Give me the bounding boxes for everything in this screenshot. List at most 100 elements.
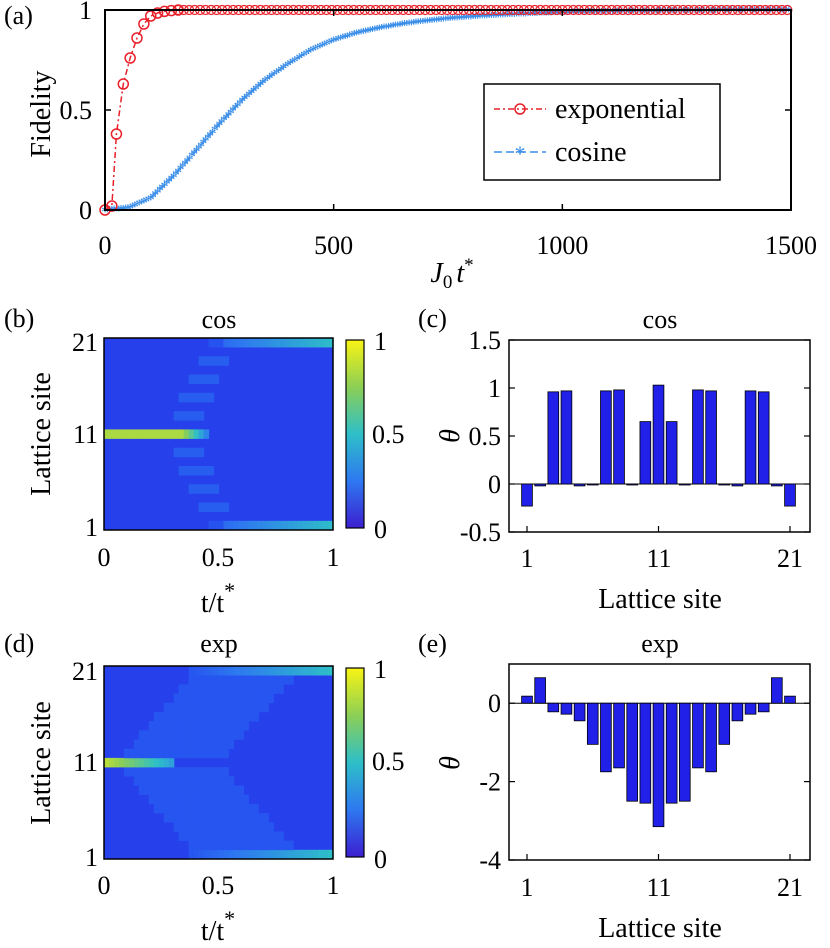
panel-d-heatmap-cell bbox=[178, 711, 185, 722]
panel-e-bar-19 bbox=[757, 702, 770, 713]
panel-d-heatmap-cell bbox=[193, 721, 200, 731]
panel-b-heatmap-cell bbox=[178, 466, 185, 476]
series-cosine-marker: * bbox=[234, 99, 242, 116]
panel-d-heatmap-cell bbox=[148, 785, 155, 795]
series-cosine-marker: * bbox=[556, 6, 564, 23]
panel-d-heatmap-cell bbox=[233, 675, 240, 685]
panel-d-heatmap-cell bbox=[213, 803, 220, 814]
panel-d-heatmap-cell bbox=[278, 675, 284, 685]
panel-d-heatmap-cell bbox=[228, 721, 235, 731]
panel-d-heatmap-cell bbox=[193, 822, 200, 832]
panel-d-heatmap-cell bbox=[248, 831, 254, 841]
panel-d-heatmap-cell bbox=[143, 757, 150, 768]
panel-d-heatmap-cell bbox=[183, 748, 190, 759]
panel-d-heatmap-cell bbox=[158, 776, 165, 786]
panel-b-heatmap-cell bbox=[198, 466, 205, 476]
series-cosine-marker: * bbox=[750, 4, 758, 21]
panel-a: (a) ************************************… bbox=[4, 0, 817, 293]
panel-d-heatmap-cell bbox=[163, 721, 170, 731]
series-cosine-marker: * bbox=[478, 10, 486, 27]
panel-b-heatmap-cell bbox=[208, 374, 215, 385]
series-cosine-marker: * bbox=[220, 113, 228, 130]
panel-d-heatmap-cell bbox=[153, 721, 160, 731]
panel-e-bar-4 bbox=[560, 702, 573, 715]
panel-d-heatmap-cell bbox=[133, 748, 140, 759]
panel-d-heatmap-cell bbox=[188, 813, 195, 823]
panel-d-heatmap-cell bbox=[173, 822, 180, 832]
panel-d-heatmap-cell bbox=[183, 803, 190, 814]
series-cosine-marker: * bbox=[195, 141, 203, 158]
panel-d-heatmap-cell bbox=[143, 739, 150, 750]
panel-d-heatmap-cell bbox=[318, 666, 324, 676]
panel-e-bar-16 bbox=[718, 702, 731, 745]
panel-d-heatmap-cell bbox=[258, 822, 264, 832]
panel-b-heatmap-cell bbox=[193, 429, 200, 439]
panel-d-heatmap-cell bbox=[218, 739, 225, 750]
panel-b-heatmap-cell bbox=[263, 338, 269, 348]
panel-d-heatmap-cell bbox=[148, 730, 155, 740]
panel-d-heatmap-cell bbox=[213, 666, 220, 676]
series-cosine-marker: * bbox=[510, 8, 518, 25]
series-cosine-marker: * bbox=[629, 5, 637, 22]
series-cosine-marker: * bbox=[302, 47, 310, 64]
panel-d-heatmap-cell bbox=[203, 803, 210, 814]
panel-e-bar-8 bbox=[613, 702, 625, 769]
panel-d-heatmap-cell bbox=[258, 849, 264, 860]
panel-d-heatmap-cell bbox=[188, 748, 195, 759]
series-cosine-marker: * bbox=[675, 5, 683, 22]
panel-b-heatmap-cell bbox=[318, 520, 324, 531]
panel-d-heatmap-cell bbox=[153, 757, 160, 768]
panel-d-heatmap-cell bbox=[248, 822, 254, 832]
panel-d-heatmap-cell bbox=[158, 748, 165, 759]
panel-b-heatmap-cell bbox=[253, 338, 259, 348]
panel-c-bar-13 bbox=[679, 483, 691, 486]
series-cosine-marker: * bbox=[533, 7, 541, 24]
panel-d-heatmap-cell bbox=[193, 702, 200, 713]
panel-d-heatmap-cell bbox=[163, 711, 170, 722]
panel-d-heatmap-cell bbox=[283, 840, 289, 851]
panel-d-heatmap-cell bbox=[158, 794, 165, 805]
series-cosine-marker: * bbox=[691, 4, 699, 21]
panel-d-heatmap-cell bbox=[198, 767, 205, 777]
series-cosine-marker: * bbox=[263, 72, 271, 89]
series-cosine-marker: * bbox=[398, 18, 406, 35]
panel-b-xtick-1: 1 bbox=[327, 543, 340, 572]
panel-e-bar-20 bbox=[771, 677, 783, 704]
panel-d-heatmap-cell bbox=[143, 776, 150, 786]
series-cosine-marker: * bbox=[503, 9, 511, 26]
series-cosine-marker: * bbox=[661, 5, 669, 22]
panel-e-ylabel: θ bbox=[435, 756, 466, 770]
panel-d-heatmap-cell bbox=[198, 693, 205, 704]
panel-d-heatmap-cell bbox=[183, 794, 190, 805]
series-cosine-marker: * bbox=[325, 36, 333, 53]
series-cosine-marker: * bbox=[314, 41, 322, 58]
series-cosine-marker: * bbox=[780, 4, 788, 21]
panel-d-heatmap-cell bbox=[288, 666, 294, 676]
panel-d-heatmap-cell bbox=[108, 757, 115, 768]
panel-d-ylabel: Lattice site bbox=[26, 701, 57, 825]
series-cosine-marker: * bbox=[192, 144, 200, 161]
panel-d-heatmap-cell bbox=[193, 813, 200, 823]
panel-d-heatmap-cell bbox=[303, 666, 309, 676]
panel-d-heatmap-cell bbox=[188, 794, 195, 805]
series-cosine-marker: * bbox=[423, 15, 431, 32]
panel-d-heatmap-cell bbox=[313, 666, 319, 676]
series-cosine-marker: * bbox=[229, 104, 237, 121]
series-cosine-marker: * bbox=[115, 203, 123, 220]
panel-a-ytick-label: 0 bbox=[79, 196, 92, 225]
panel-d-heatmap-cell bbox=[168, 776, 175, 786]
panel-d-heatmap-cell bbox=[218, 702, 225, 713]
series-cosine-marker: * bbox=[753, 4, 761, 21]
series-cosine-marker: * bbox=[773, 4, 781, 21]
panel-d-heatmap-cell bbox=[133, 776, 140, 786]
panel-b-heatmap-cell bbox=[303, 338, 309, 348]
panel-b-heatmap-cell bbox=[208, 484, 215, 494]
panel-d-heatmap-cell bbox=[143, 730, 150, 740]
series-cosine-marker: * bbox=[359, 26, 367, 43]
panel-d-heatmap-cell bbox=[218, 721, 225, 731]
panel-d-heatmap-cell bbox=[178, 813, 185, 823]
panel-d-heatmap-cell bbox=[158, 803, 165, 814]
panel-e-bar-21 bbox=[784, 695, 796, 704]
panel-d-heatmap-cell bbox=[168, 813, 175, 823]
panel-d-heatmap-cell bbox=[128, 748, 135, 759]
